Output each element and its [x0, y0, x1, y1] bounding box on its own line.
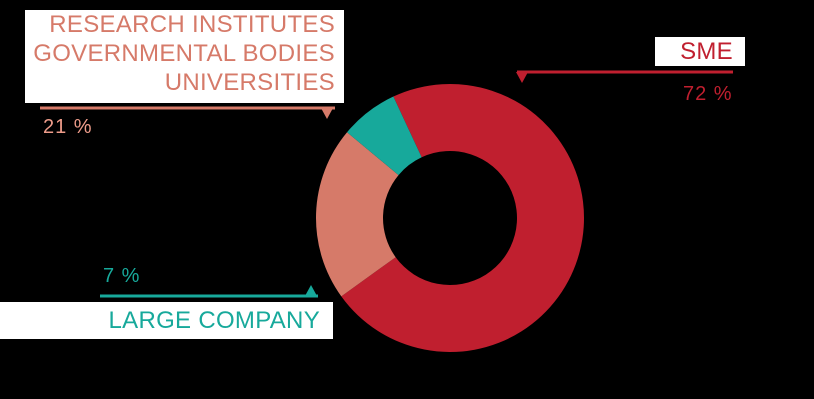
value-label: 21 %: [43, 116, 93, 138]
leader-pointer: [305, 285, 317, 296]
donut-slice: [341, 83, 584, 353]
value-label: 7 %: [103, 265, 141, 287]
value-label: 72 %: [683, 83, 733, 105]
leader-pointer: [321, 108, 333, 119]
leader-pointer: [516, 72, 528, 83]
category-label: RESEARCH INSTITUTES GOVERNMENTAL BODIES …: [25, 10, 344, 103]
donut-slice: [347, 96, 422, 176]
donut-slice: [315, 132, 399, 297]
category-label: LARGE COMPANY: [0, 302, 333, 339]
category-label: SME: [655, 37, 745, 66]
